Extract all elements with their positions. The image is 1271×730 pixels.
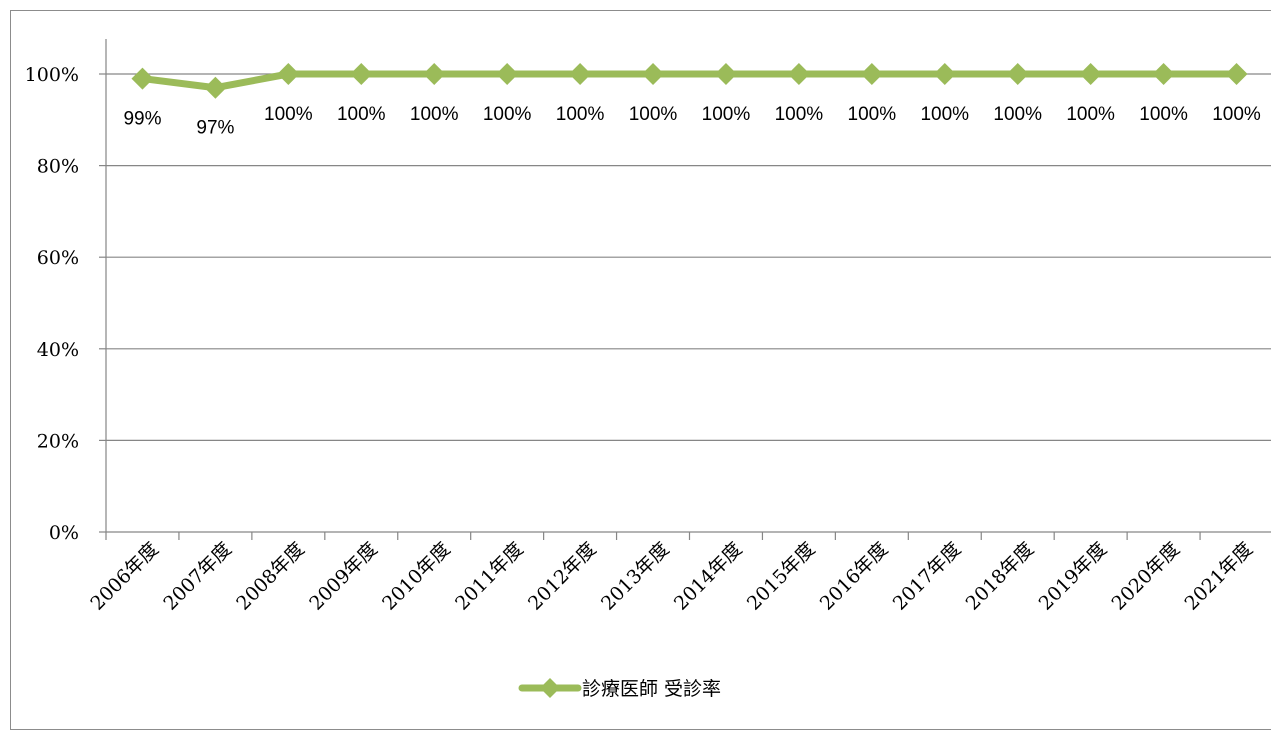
data-label: 100% (775, 104, 824, 125)
data-label: 100% (1066, 104, 1115, 125)
data-point (1225, 63, 1248, 85)
data-point (1079, 63, 1102, 85)
data-label: 100% (337, 104, 386, 125)
data-point (496, 63, 519, 85)
data-label: 100% (702, 104, 751, 125)
data-point (1152, 63, 1175, 85)
data-point (714, 63, 737, 85)
data-label: 100% (848, 104, 897, 125)
data-label: 100% (1212, 104, 1261, 125)
data-point (569, 63, 592, 85)
x-tick-label: 2007年度 (159, 538, 236, 615)
x-tick-label: 2016年度 (816, 538, 893, 615)
y-tick-label: 100% (25, 64, 79, 86)
data-point (277, 63, 300, 85)
data-point (204, 76, 227, 99)
data-point (131, 67, 154, 90)
x-tick-label: 2018年度 (962, 538, 1039, 615)
chart-frame (10, 10, 1271, 730)
data-label: 100% (993, 104, 1042, 125)
x-tick-label: 2014年度 (670, 538, 747, 615)
data-label: 100% (483, 104, 532, 125)
y-tick-label: 40% (37, 339, 79, 361)
y-tick-label: 80% (37, 156, 79, 178)
x-tick-label: 2021年度 (1180, 538, 1257, 615)
x-tick-label: 2020年度 (1108, 538, 1185, 615)
data-point (642, 63, 665, 85)
x-tick-label: 2011年度 (451, 538, 528, 615)
x-tick-label: 2012年度 (524, 538, 601, 615)
x-tick-label: 2015年度 (743, 538, 820, 615)
data-label: 99% (123, 109, 161, 130)
x-tick-label: 2006年度 (86, 538, 163, 615)
data-label: 100% (920, 104, 969, 125)
data-point (350, 63, 373, 85)
data-point (1006, 63, 1029, 85)
data-label: 100% (410, 104, 459, 125)
data-label: 100% (629, 104, 678, 125)
data-label: 100% (556, 104, 605, 125)
y-tick-label: 0% (49, 522, 79, 544)
data-point (423, 63, 446, 85)
data-label: 97% (196, 118, 234, 139)
y-tick-label: 20% (37, 430, 79, 452)
x-tick-label: 2017年度 (889, 538, 966, 615)
legend-marker (540, 678, 560, 698)
data-label: 100% (1139, 104, 1188, 125)
data-point (787, 63, 810, 85)
legend-label: 診療医師 受診率 (582, 678, 721, 700)
x-tick-label: 2010年度 (378, 538, 455, 615)
x-tick-label: 2019年度 (1035, 538, 1112, 615)
x-tick-label: 2009年度 (305, 538, 382, 615)
data-point (933, 63, 956, 85)
data-label: 100% (264, 104, 313, 125)
data-point (860, 63, 883, 85)
series-line (138, 70, 1241, 92)
x-tick-label: 2008年度 (232, 538, 309, 615)
y-tick-label: 60% (37, 247, 79, 269)
x-tick-label: 2013年度 (597, 538, 674, 615)
